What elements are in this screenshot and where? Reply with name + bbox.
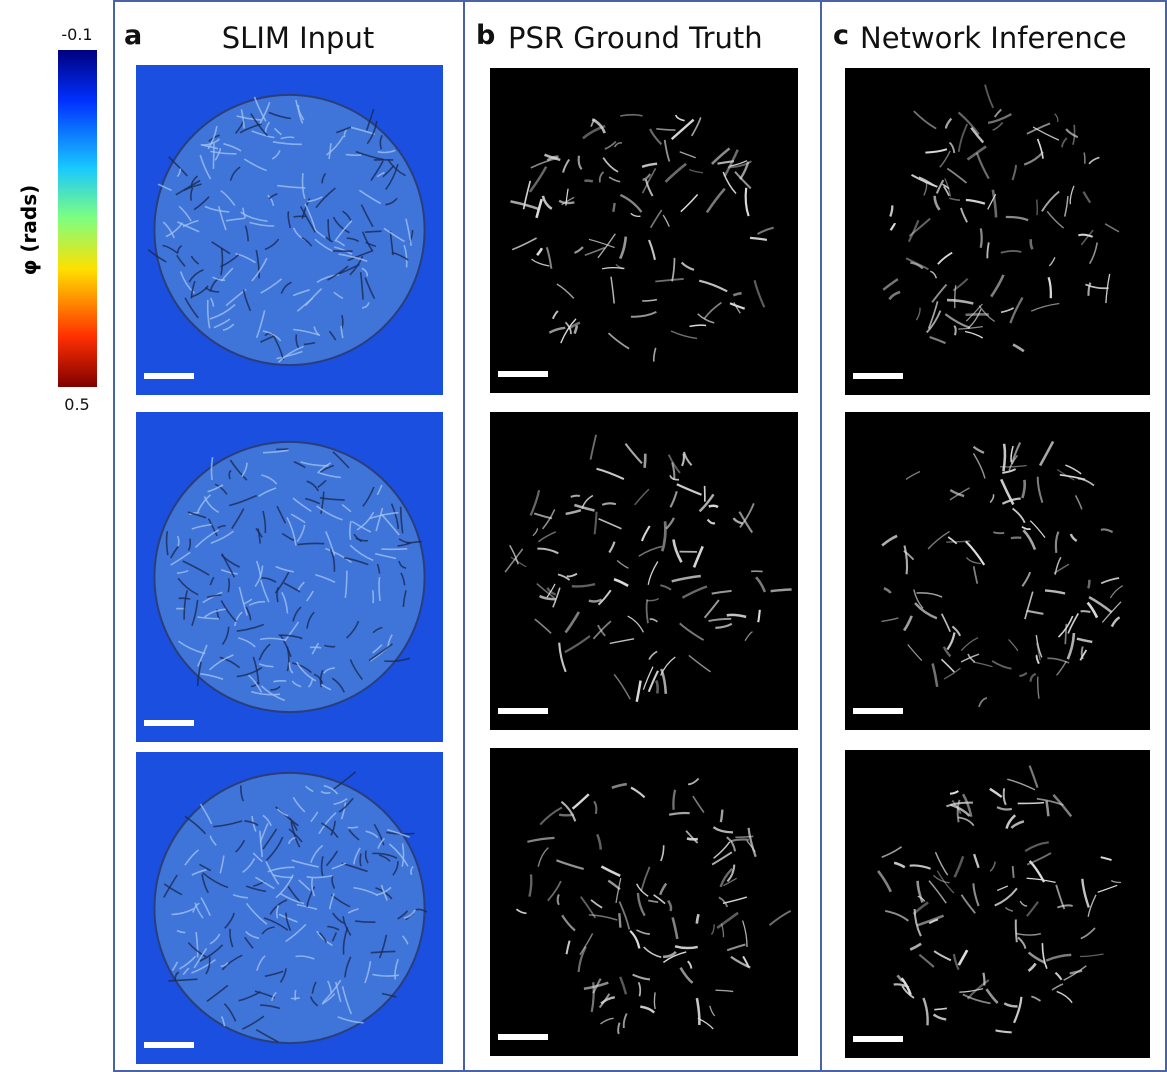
fiber [348, 827, 358, 828]
micrograph [136, 65, 443, 395]
fiber [697, 914, 699, 923]
fiber [310, 647, 321, 648]
fiber [346, 155, 362, 156]
image-background [845, 412, 1150, 730]
scale-bar [853, 1036, 903, 1042]
fiber [656, 681, 657, 694]
scale-bar [144, 373, 194, 379]
micrograph [845, 412, 1150, 730]
fiber [1037, 200, 1038, 216]
scale-bar [853, 373, 903, 379]
panel-letter: c [833, 20, 849, 51]
scale-bar [144, 720, 194, 726]
fiber [571, 496, 580, 497]
panel-title: Network Inference [860, 21, 1127, 55]
tissue-core [154, 442, 424, 712]
fiber [360, 854, 361, 867]
fiber [645, 454, 646, 468]
image-background [490, 68, 798, 393]
panel-title: PSR Ground Truth [508, 21, 763, 55]
fiber [1088, 580, 1089, 588]
fiber [654, 992, 655, 1009]
fiber [365, 231, 382, 232]
micrograph [845, 750, 1150, 1058]
fiber [1081, 611, 1091, 612]
fiber [213, 144, 214, 169]
figure: -0.1 0.5 φ (rads) a SLIM Input b PSR Gro… [0, 0, 1167, 1072]
fiber [379, 577, 380, 601]
fiber [294, 216, 307, 217]
image-background [490, 748, 798, 1056]
colorbar [58, 50, 97, 387]
fiber [373, 590, 374, 603]
fiber [1013, 866, 1014, 878]
micrograph [490, 68, 798, 393]
scale-bar [144, 1042, 194, 1048]
scale-bar [853, 708, 903, 714]
micrograph [490, 748, 798, 1056]
fiber [981, 228, 982, 247]
fiber [946, 541, 970, 542]
fiber [1084, 153, 1085, 164]
micrograph [845, 68, 1150, 395]
micrograph [136, 412, 443, 742]
fiber [1016, 920, 1017, 943]
fiber [619, 913, 620, 928]
fiber [1065, 624, 1066, 644]
colorbar-label: φ (rads) [17, 185, 41, 275]
fiber [179, 598, 191, 599]
micrograph [136, 752, 443, 1064]
panel-title: SLIM Input [222, 21, 374, 55]
image-background [845, 68, 1150, 395]
fiber [274, 681, 287, 682]
scale-bar [498, 1034, 548, 1040]
fiber [295, 990, 296, 1000]
panel-letter: a [124, 20, 142, 51]
scale-bar [498, 708, 548, 714]
panel-letter: b [476, 20, 495, 51]
micrograph [490, 412, 798, 730]
fiber [709, 506, 718, 507]
scale-bar [498, 371, 548, 377]
colorbar-top-label: -0.1 [61, 25, 92, 44]
fiber [584, 181, 592, 182]
fiber [1003, 444, 1005, 471]
colorbar-bottom-label: 0.5 [64, 395, 89, 414]
fiber [276, 449, 288, 450]
fiber [613, 203, 614, 212]
fiber [1018, 803, 1044, 804]
fiber [1011, 538, 1021, 539]
